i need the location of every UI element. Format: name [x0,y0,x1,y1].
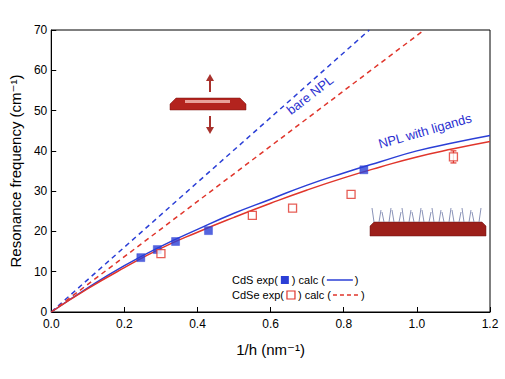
svg-text:0.0: 0.0 [43,317,60,331]
svg-text:1.2: 1.2 [482,317,499,331]
svg-text:20: 20 [34,224,48,238]
svg-text:0.2: 0.2 [116,317,133,331]
svg-text:): ) [355,274,359,286]
svg-text:NPL with ligands: NPL with ligands [377,110,474,151]
svg-text:70: 70 [34,23,48,37]
svg-text:1.0: 1.0 [409,317,426,331]
svg-text:bare NPL: bare NPL [284,72,337,117]
svg-text:CdS exp(: CdS exp( [232,274,278,286]
svg-text:Resonance frequency (cm⁻¹): Resonance frequency (cm⁻¹) [7,75,24,268]
svg-text:) calc (: ) calc ( [298,289,331,301]
svg-text:0.4: 0.4 [189,317,206,331]
svg-text:0: 0 [40,305,48,319]
svg-text:CdSe exp(: CdSe exp( [232,289,284,301]
svg-text:) calc (: ) calc ( [292,274,325,286]
svg-text:30: 30 [34,184,48,198]
svg-text:0.8: 0.8 [335,317,352,331]
svg-text:0.6: 0.6 [262,317,279,331]
svg-text:40: 40 [34,144,48,158]
svg-text:): ) [361,289,365,301]
svg-text:60: 60 [34,63,48,77]
svg-text:50: 50 [34,104,48,118]
svg-text:10: 10 [34,265,48,279]
svg-text:1/h (nm⁻¹): 1/h (nm⁻¹) [236,341,305,358]
